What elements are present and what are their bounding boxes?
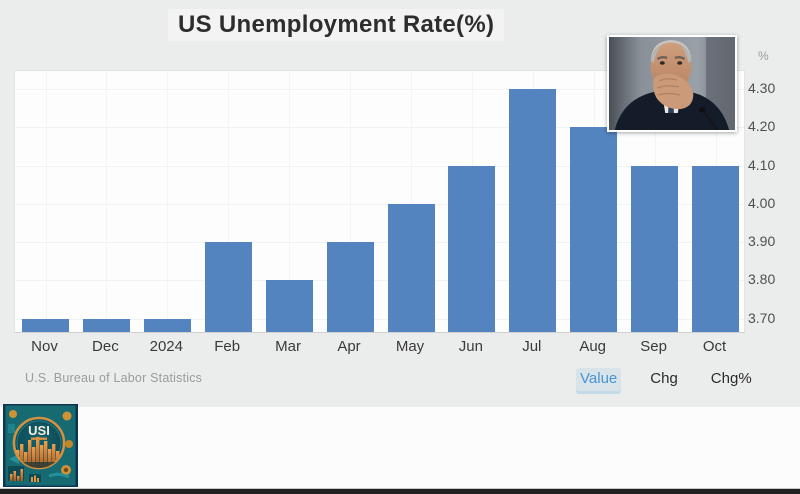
y-axis: 4.30 4.20 4.10 4.00 3.90 3.80 3.70 [748,70,790,333]
horizontal-gridline [15,242,744,244]
plot-area [14,70,745,333]
bar-Oct[interactable] [692,165,739,332]
bottom-border-bar [0,488,800,494]
y-axis-tick-label: 4.10 [748,156,776,173]
vertical-gridline [411,71,412,332]
horizontal-gridline [15,203,744,205]
portrait-illustration [609,37,735,130]
x-axis-tick-label: May [395,338,425,355]
bar-Jun[interactable] [448,165,496,332]
x-axis-tick-label: Sep [640,338,667,355]
y-axis-tick-label: 4.00 [748,194,776,211]
x-axis-tick-label: 2024 [149,338,183,355]
x-axis-tick-label: Apr [337,338,361,355]
bar-Nov[interactable] [22,318,69,332]
vertical-gridline [289,71,291,332]
lower-strip [0,407,800,488]
bar-Sep[interactable] [631,165,679,332]
horizontal-gridline [15,127,744,129]
horizontal-gridline [15,165,744,167]
y-axis-tick-label: 4.20 [748,118,776,135]
x-axis-tick-label: Oct [702,338,727,355]
x-axis: Nov Dec 2024 Feb Mar Apr May Jun Jul Aug Sep Oct [14,338,745,358]
chart-title: US Unemployment Rate(%) [168,9,505,41]
x-axis-tick-label: Jun [458,338,483,355]
bar-Jul[interactable] [509,89,557,332]
bar-Aug[interactable] [570,127,618,332]
tab-value[interactable]: Value [576,368,622,391]
fed-chair-photo [607,35,737,132]
x-axis-tick-label: Feb [214,338,241,355]
bar-May[interactable] [387,203,435,332]
series-mode-tabs: Value Chg Chg% [576,368,756,391]
x-axis-tick-label: Nov [31,338,58,355]
usi-logo: USI [3,404,78,487]
horizontal-gridline [15,318,744,320]
x-axis-tick-label: Aug [579,338,607,355]
usi-logo-illustration: USI [3,404,78,487]
vertical-gridline [106,71,108,332]
logo-text: USI [28,423,50,438]
y-axis-tick-label: 3.90 [748,233,776,250]
source-attribution: U.S. Bureau of Labor Statistics [25,371,203,385]
bar-Apr[interactable] [326,242,374,332]
bar-Dec[interactable] [82,318,130,332]
horizontal-gridline [15,280,744,282]
x-axis-tick-label: Jul [522,338,542,355]
horizontal-gridline [15,89,744,90]
y-axis-unit-label: % [758,49,769,63]
y-axis-tick-label: 4.30 [748,80,776,96]
tab-chg[interactable]: Chg [650,370,678,387]
x-axis-tick-label: Dec [92,338,119,355]
bar-2024[interactable] [143,318,191,332]
vertical-gridline [167,71,169,332]
vertical-gridline [45,71,47,332]
x-axis-tick-label: Mar [275,338,302,355]
bar-Mar[interactable] [265,280,313,332]
y-axis-tick-label: 3.80 [748,271,776,288]
vertical-gridline [350,71,351,332]
vertical-gridline [228,71,230,332]
tab-chg-pct[interactable]: Chg% [710,370,752,387]
y-axis-tick-label: 3.70 [748,309,776,326]
bar-Feb[interactable] [204,242,252,332]
